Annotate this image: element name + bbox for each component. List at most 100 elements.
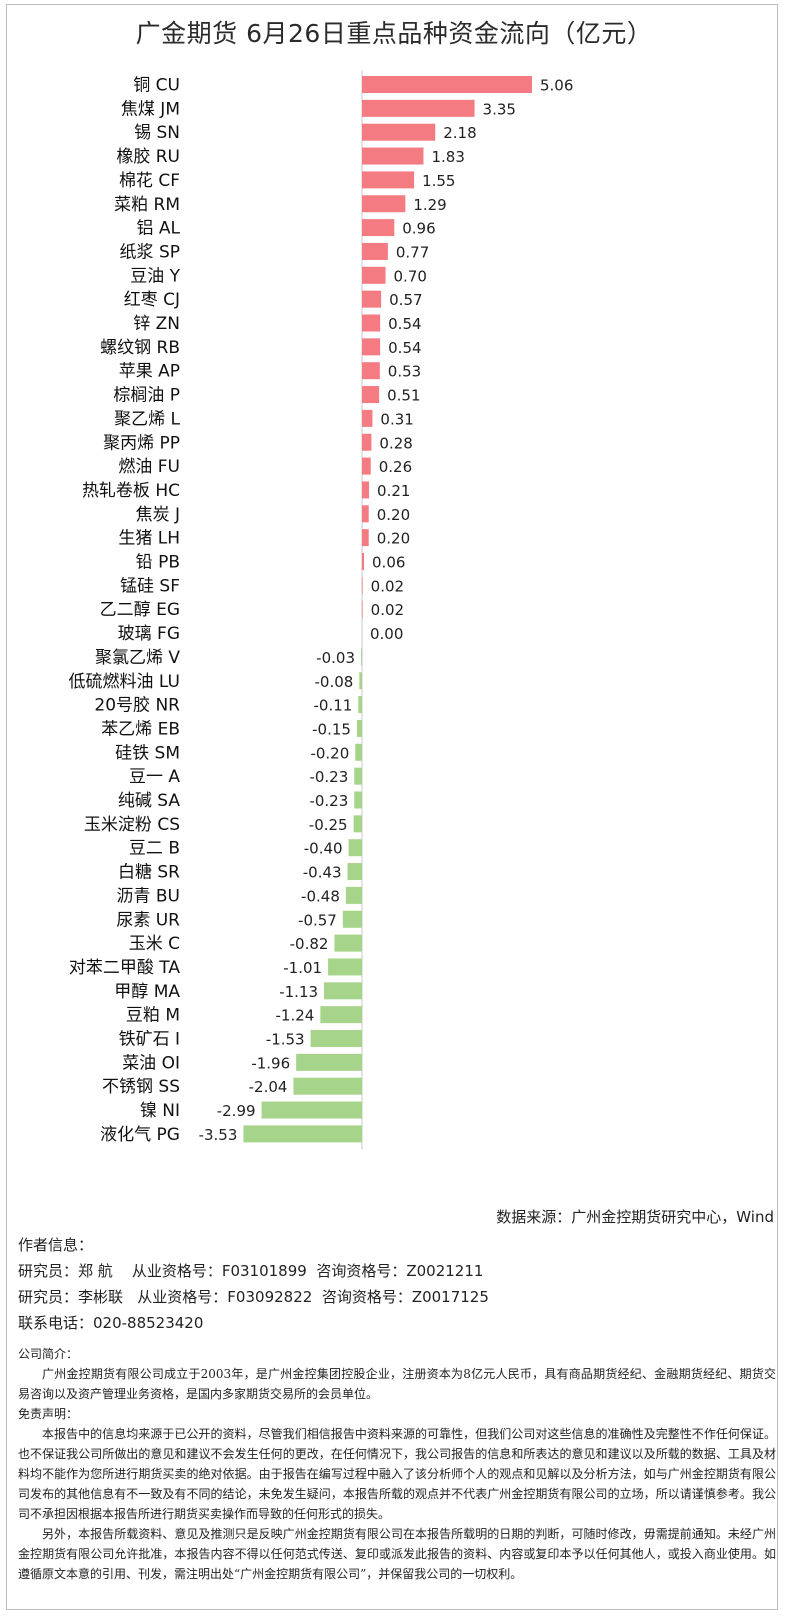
category-label: 铅 PB <box>136 553 180 573</box>
category-label: 尿素 UR <box>116 910 180 930</box>
bar-8 <box>362 266 386 284</box>
value-label: 1.83 <box>431 148 464 166</box>
bar-40 <box>310 1030 362 1047</box>
value-label: -0.82 <box>290 935 329 953</box>
bar-18 <box>362 505 369 523</box>
value-label: -1.24 <box>276 1007 315 1025</box>
category-label: 聚丙烯 PP <box>103 433 180 453</box>
disclaimer-paragraph-1: 本报告中的信息均来源于已公开的资料，尽管我们相信报告中资料来源的可靠性，但我们公… <box>18 1427 776 1521</box>
category-label: 红枣 CJ <box>124 290 180 310</box>
fund-flow-bar-chart: 铜 CU 5.06 焦煤 JM 3.35 锡 SN 2.18 橡胶 RU 1.83 棉花 CF 1… <box>69 70 573 1150</box>
disclaimer-heading: 免责声明： <box>18 1407 79 1421</box>
value-label: -1.53 <box>266 1031 305 1049</box>
bar-38 <box>324 982 362 1000</box>
value-label: 5.06 <box>540 77 573 95</box>
category-label: 豆一 A <box>129 767 180 787</box>
category-label: 纸浆 SP <box>120 242 180 262</box>
category-label: 乙二醇 EG <box>100 600 180 620</box>
value-label: 0.06 <box>372 554 405 572</box>
bar-29 <box>354 767 362 785</box>
value-label: 1.29 <box>413 196 446 214</box>
value-label: -0.40 <box>304 840 343 858</box>
category-label: 低硫燃料油 LU <box>69 672 180 692</box>
bar-24 <box>360 648 362 666</box>
category-label: 热轧卷板 HC <box>82 481 180 501</box>
category-label: 甲醇 MA <box>114 982 180 1002</box>
category-label: 铝 AL <box>136 219 180 239</box>
category-label: 20号胶 NR <box>94 696 180 716</box>
category-label: 菜粕 RM <box>114 195 180 215</box>
bar-1 <box>362 99 475 117</box>
category-label: 螺纹钢 RB <box>100 338 180 358</box>
bar-36 <box>334 934 362 952</box>
value-label: -0.23 <box>309 768 348 786</box>
value-label: -0.43 <box>303 864 342 882</box>
company-text: 广州金控期货有限公司成立于2003年，是广州金控集团控股企业，注册资本为8亿元人… <box>18 1367 776 1401</box>
category-label: 燃油 FU <box>118 457 180 477</box>
value-label: -0.48 <box>301 887 340 905</box>
value-label: -0.20 <box>310 744 349 762</box>
value-label: 0.54 <box>388 339 421 357</box>
value-label: 0.57 <box>389 291 422 309</box>
category-label: 豆油 Y <box>130 266 180 286</box>
disclaimer-paragraph-2: 另外，本报告所载资料、意见及推测只是反映广州金控期货有限公司在本报告所载明的日期… <box>18 1527 776 1581</box>
bar-35 <box>342 910 362 928</box>
category-label: 沥青 BU <box>116 886 180 906</box>
bar-30 <box>354 791 362 809</box>
value-label: -3.53 <box>199 1126 238 1144</box>
value-label: -0.08 <box>314 673 353 691</box>
bar-28 <box>355 743 362 761</box>
category-label: 硅铁 SM <box>115 743 180 763</box>
bar-16 <box>362 457 371 475</box>
researcher-1: 研究员：郑 航 从业资格号：F03101899 咨询资格号：Z0021211 <box>18 1262 484 1280</box>
value-label: 0.26 <box>379 458 412 476</box>
value-label: 0.31 <box>380 410 413 428</box>
bar-6 <box>362 219 395 237</box>
bar-2 <box>362 123 436 141</box>
value-label: -0.23 <box>309 792 348 810</box>
value-label: -1.13 <box>279 983 318 1001</box>
category-label: 锡 SN <box>134 123 180 143</box>
category-label: 橡胶 RU <box>116 147 180 167</box>
bar-5 <box>362 195 406 213</box>
bar-11 <box>362 338 381 356</box>
bar-21 <box>362 576 363 594</box>
value-label: -0.11 <box>313 697 352 715</box>
value-label: -2.04 <box>249 1078 288 1096</box>
category-label: 锌 ZN <box>133 314 180 334</box>
author-info: 作者信息： 研究员：郑 航 从业资格号：F03101899 咨询资格号：Z002… <box>18 1232 489 1336</box>
category-label: 豆粕 M <box>126 1006 180 1026</box>
bar-34 <box>345 886 362 904</box>
category-label: 豆二 B <box>129 839 180 859</box>
category-label: 焦煤 JM <box>121 99 180 119</box>
company-disclaimer: 公司简介： 广州金控期货有限公司成立于2003年，是广州金控集团控股企业，注册资… <box>18 1344 776 1584</box>
chart-title: 广金期货 6月26日重点品种资金流向（亿元） <box>135 19 653 48</box>
category-label: 生猪 LH <box>118 529 180 549</box>
contact-phone: 联系电话：020-88523420 <box>18 1314 204 1332</box>
bar-41 <box>296 1053 362 1071</box>
category-label: 焦炭 J <box>136 505 180 525</box>
value-label: -0.25 <box>309 816 348 834</box>
category-label: 锰硅 SF <box>120 576 180 596</box>
bar-42 <box>293 1077 362 1095</box>
category-label: 聚氯乙烯 V <box>95 648 180 668</box>
value-label: 0.53 <box>388 363 421 381</box>
value-label: 0.70 <box>394 267 427 285</box>
value-label: 0.96 <box>402 220 435 238</box>
category-label: 白糖 SR <box>118 863 180 883</box>
bar-39 <box>320 1006 362 1024</box>
category-label: 玻璃 FG <box>118 624 180 644</box>
bar-9 <box>362 290 382 308</box>
bar-12 <box>362 362 380 380</box>
bar-13 <box>362 386 380 404</box>
bar-44 <box>243 1125 362 1143</box>
value-label: 0.20 <box>377 506 410 524</box>
bar-32 <box>348 839 362 857</box>
company-heading: 公司简介： <box>18 1347 79 1361</box>
category-label: 玉米 C <box>129 934 180 954</box>
value-label: 0.28 <box>379 434 412 452</box>
value-label: 0.02 <box>371 577 404 595</box>
bar-0 <box>362 76 532 93</box>
bar-15 <box>362 433 372 451</box>
value-label: -0.57 <box>298 911 337 929</box>
